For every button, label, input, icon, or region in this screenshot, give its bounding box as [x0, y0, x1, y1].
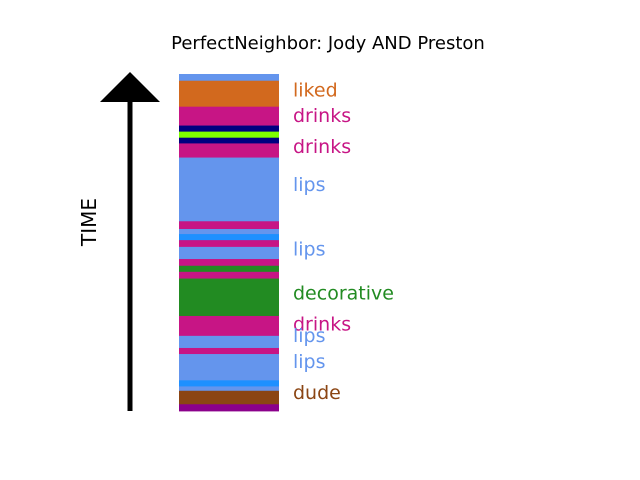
- strip-segment-19: [179, 347, 279, 355]
- strip-segment-11: [179, 240, 279, 248]
- topic-label-0: liked: [293, 80, 338, 102]
- chart-title: PerfectNeighbor: Jody AND Preston: [171, 33, 485, 54]
- topic-label-5: decorative: [293, 282, 394, 304]
- time-axis-label: TIME: [77, 198, 101, 247]
- strip-segment-6: [179, 143, 279, 158]
- strip-segment-16: [179, 278, 279, 317]
- strip-segment-12: [179, 246, 279, 260]
- strip-segment-5: [179, 137, 279, 144]
- strip-segment-15: [179, 271, 279, 279]
- strip-segment-13: [179, 259, 279, 267]
- strip-segment-9: [179, 229, 279, 235]
- strip-segment-18: [179, 335, 279, 349]
- strip-segment-20: [179, 354, 279, 381]
- strip-segment-24: [179, 404, 279, 412]
- topic-label-4: lips: [293, 239, 326, 261]
- topic-labels: likeddrinksdrinkslipslipsdecorativedrink…: [293, 80, 394, 405]
- topic-label-3: lips: [293, 174, 326, 196]
- topic-label-9: dude: [293, 382, 341, 404]
- strip-segment-1: [179, 80, 279, 108]
- topic-label-6: drinks: [293, 313, 351, 335]
- strip-segment-21: [179, 380, 279, 387]
- strip-segment-23: [179, 390, 279, 405]
- topic-label-2: drinks: [293, 136, 351, 158]
- strip-segment-2: [179, 106, 279, 126]
- topic-label-1: drinks: [293, 105, 351, 127]
- strip-segment-4: [179, 131, 279, 139]
- topic-label-7: lips: [293, 325, 326, 347]
- strip-segment-8: [179, 221, 279, 230]
- strip-segment-10: [179, 234, 279, 241]
- strip-segment-17: [179, 315, 279, 337]
- strip-segment-7: [179, 157, 279, 222]
- time-arrow-head: [100, 72, 160, 102]
- topic-label-8: lips: [293, 351, 326, 373]
- strip-segment-3: [179, 125, 279, 133]
- timeline-strip: [179, 74, 279, 412]
- strip-segment-0: [179, 74, 279, 82]
- strip-segment-14: [179, 265, 279, 273]
- strip-segment-22: [179, 386, 279, 392]
- time-arrow: [100, 72, 160, 411]
